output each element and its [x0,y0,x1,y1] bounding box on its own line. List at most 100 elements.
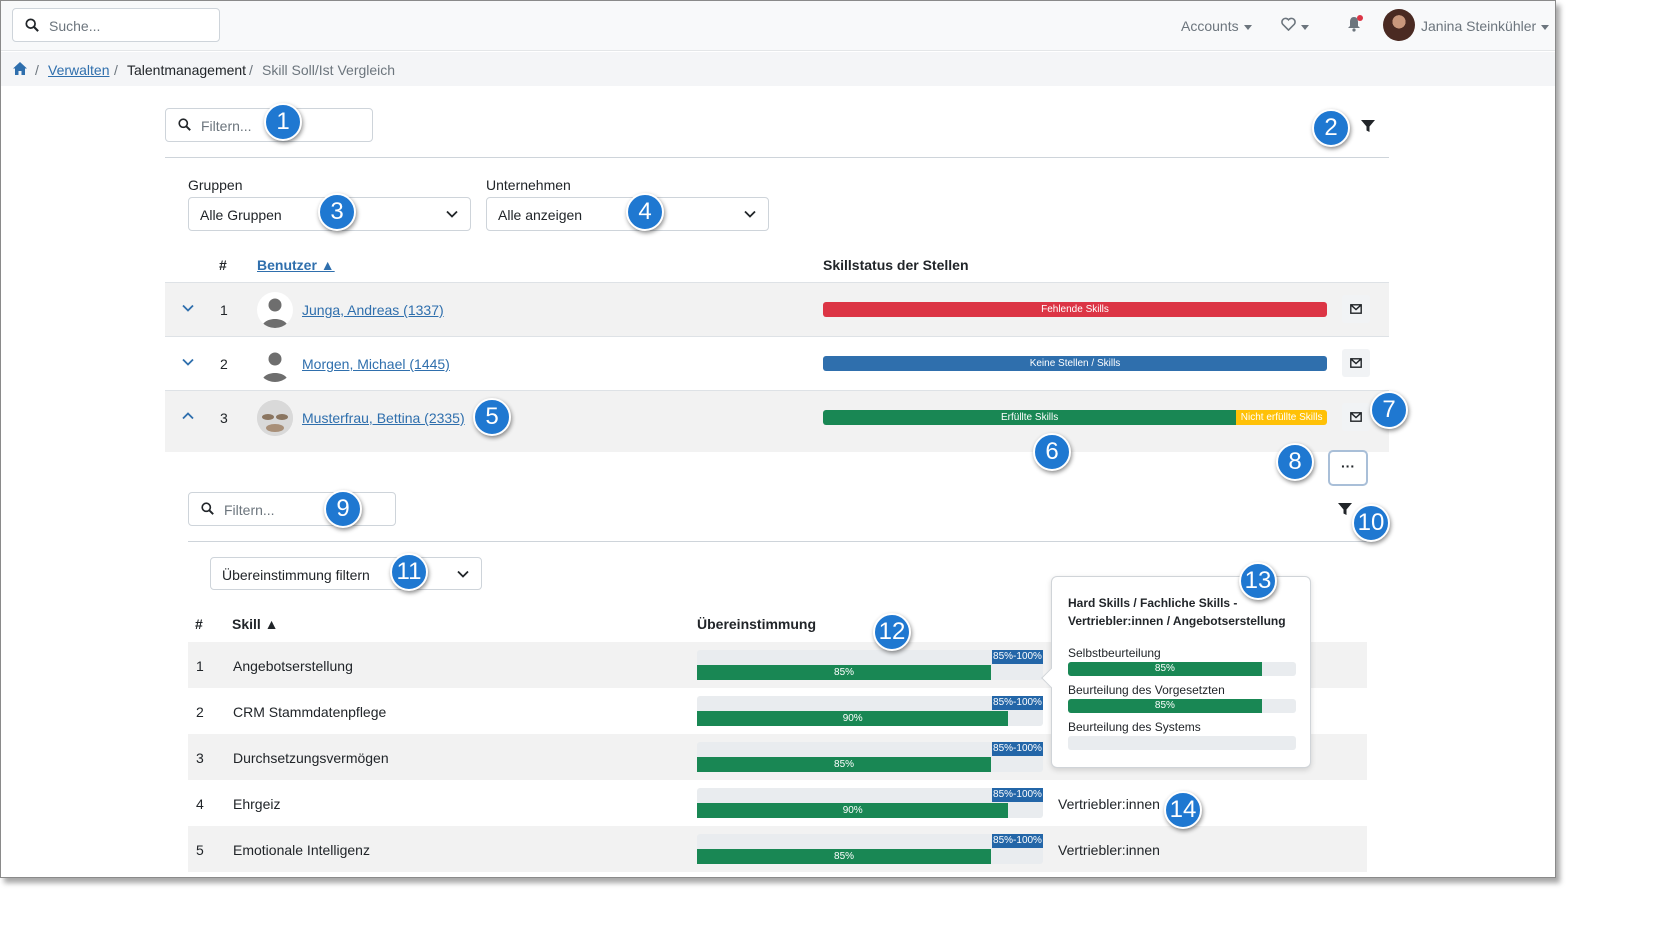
column-header-user[interactable]: Benutzer ▲ [257,257,335,273]
company-label: Unternehmen [486,177,571,193]
mail-icon [1350,304,1362,314]
user-menu[interactable]: Janina Steinkühler [1421,18,1550,34]
mail-icon [1350,358,1362,368]
match-bar[interactable]: 90% [697,711,1009,726]
app-window: Suche... Accounts Janina Steinkühler / V… [0,0,1556,878]
breadcrumb-verwalten[interactable]: Verwalten [48,62,110,78]
more-icon: ··· [1341,458,1355,474]
top-navbar: Suche... Accounts Janina Steinkühler [1,1,1555,51]
filter-icon[interactable] [1361,120,1375,133]
chevron-down-icon[interactable] [182,303,194,313]
match-bar[interactable]: 90% [697,803,1009,818]
groups-select-value: Alle Gruppen [200,207,282,223]
callout-marker: 4 [626,193,664,231]
match-filter-select[interactable]: Übereinstimmung filtern [210,557,482,590]
breadcrumb-current: Skill Soll/Ist Vergleich [262,62,396,78]
column-header-skillstatus: Skillstatus der Stellen [823,257,969,273]
match-filter-value: Übereinstimmung filtern [222,567,370,583]
skill-detail-popover: Hard Skills / Fachliche Skills - Vertrie… [1041,576,1311,768]
target-range-badge: 85%-100% [992,650,1043,664]
skill-status-bar: Keine Stellen / Skills [823,356,1327,371]
match-value: 85% [834,759,855,770]
status-segment: Fehlende Skills [823,302,1327,317]
user-row: 1 Junga, Andreas (1337) Fehlende Skills [165,282,1389,336]
target-range-badge: 85%-100% [992,742,1043,756]
job-label: Vertriebler:innen [1058,796,1160,812]
match-value: 85% [834,851,855,862]
skill-number: 5 [196,842,204,858]
callout-marker: 11 [390,553,428,591]
user-name-link[interactable]: Junga, Andreas (1337) [302,302,444,318]
popover-bar: 85% [1068,699,1262,713]
callout-marker: 2 [1312,109,1350,147]
skill-row: 2 CRM Stammdatenpflege 90% 85%-100% [188,688,1367,734]
match-bar[interactable]: 85% [697,665,992,680]
target-range-badge: 85%-100% [992,788,1043,802]
user-name-link[interactable]: Musterfrau, Bettina (2335) [302,410,465,426]
match-bar[interactable]: 85% [697,757,992,772]
chevron-down-icon [744,210,756,218]
skill-name: Ehrgeiz [233,796,281,812]
user-row-number: 2 [220,356,228,372]
chevron-down-icon [457,570,469,578]
skill-name: Durchsetzungsvermögen [233,750,389,766]
user-name: Janina Steinkühler [1421,18,1537,34]
avatar-placeholder-icon [257,292,293,328]
filter-icon[interactable] [1338,503,1352,516]
skill-column-match: Übereinstimmung [697,616,817,632]
callout-marker: 1 [264,103,302,141]
skill-name: Emotionale Intelligenz [233,842,370,858]
mail-icon [1350,412,1362,422]
mail-button[interactable] [1342,295,1370,323]
user-row-expanded: 3 Musterfrau, Bettina (2335) Erfüllte Sk… [165,390,1389,452]
notification-badge [1357,15,1363,21]
popover-track: 85% [1068,699,1296,713]
mail-button[interactable] [1342,403,1370,431]
callout-marker: 12 [873,613,911,651]
chevron-down-icon[interactable] [182,357,194,367]
popover-title: Hard Skills / Fachliche Skills - Vertrie… [1068,596,1286,628]
popover-value: 85% [1154,663,1175,674]
popover-label: Beurteilung des Systems [1068,720,1201,734]
chevron-down-icon [1243,24,1252,30]
callout-marker: 10 [1352,504,1390,542]
search-icon [178,118,191,131]
breadcrumb-separator: / [114,62,118,78]
breadcrumb-talentmanagement: Talentmanagement [127,62,247,78]
avatar-placeholder-icon [257,346,293,382]
accounts-menu[interactable]: Accounts [1181,18,1252,34]
skill-status-bar: Erfüllte Skills Nicht erfüllte Skills [823,410,1327,425]
status-segment: Erfüllte Skills [823,410,1237,425]
divider [165,157,1389,158]
user-avatar[interactable] [1383,9,1415,41]
callout-marker: 14 [1164,791,1202,829]
home-icon[interactable] [12,61,28,79]
skill-filter-placeholder: Filtern... [224,502,275,518]
skill-number: 2 [196,704,204,720]
more-options-button[interactable]: ··· [1328,450,1368,486]
target-range-badge: 85%-100% [992,834,1043,848]
callout-marker: 3 [318,193,356,231]
mail-button[interactable] [1342,349,1370,377]
user-row-number: 3 [220,410,228,426]
breadcrumb: / Verwalten / Talentmanagement / Skill S… [1,52,1555,86]
chevron-down-icon [446,210,458,218]
match-bar[interactable]: 85% [697,849,992,864]
skill-filter-input[interactable]: Filtern... [188,492,396,526]
skill-column-skill[interactable]: Skill ▲ [232,616,279,632]
divider [188,541,1367,542]
accounts-label: Accounts [1181,18,1239,34]
user-row: 2 Morgen, Michael (1445) Keine Stellen /… [165,336,1389,390]
skill-row: 5 Emotionale Intelligenz 85% 85%-100% Ve… [188,826,1367,872]
user-name-link[interactable]: Morgen, Michael (1445) [302,356,450,372]
skill-row: 4 Ehrgeiz 90% 85%-100% Vertriebler:innen [188,780,1367,826]
match-value: 90% [842,805,863,816]
global-search-input[interactable]: Suche... [12,8,220,42]
favorites-menu[interactable] [1281,17,1309,34]
chevron-up-icon[interactable] [182,411,194,421]
popover-track [1068,736,1296,750]
status-segment: Keine Stellen / Skills [823,356,1327,371]
breadcrumb-separator: / [35,62,39,78]
global-search-placeholder: Suche... [49,18,101,34]
chevron-down-icon [1301,24,1309,30]
